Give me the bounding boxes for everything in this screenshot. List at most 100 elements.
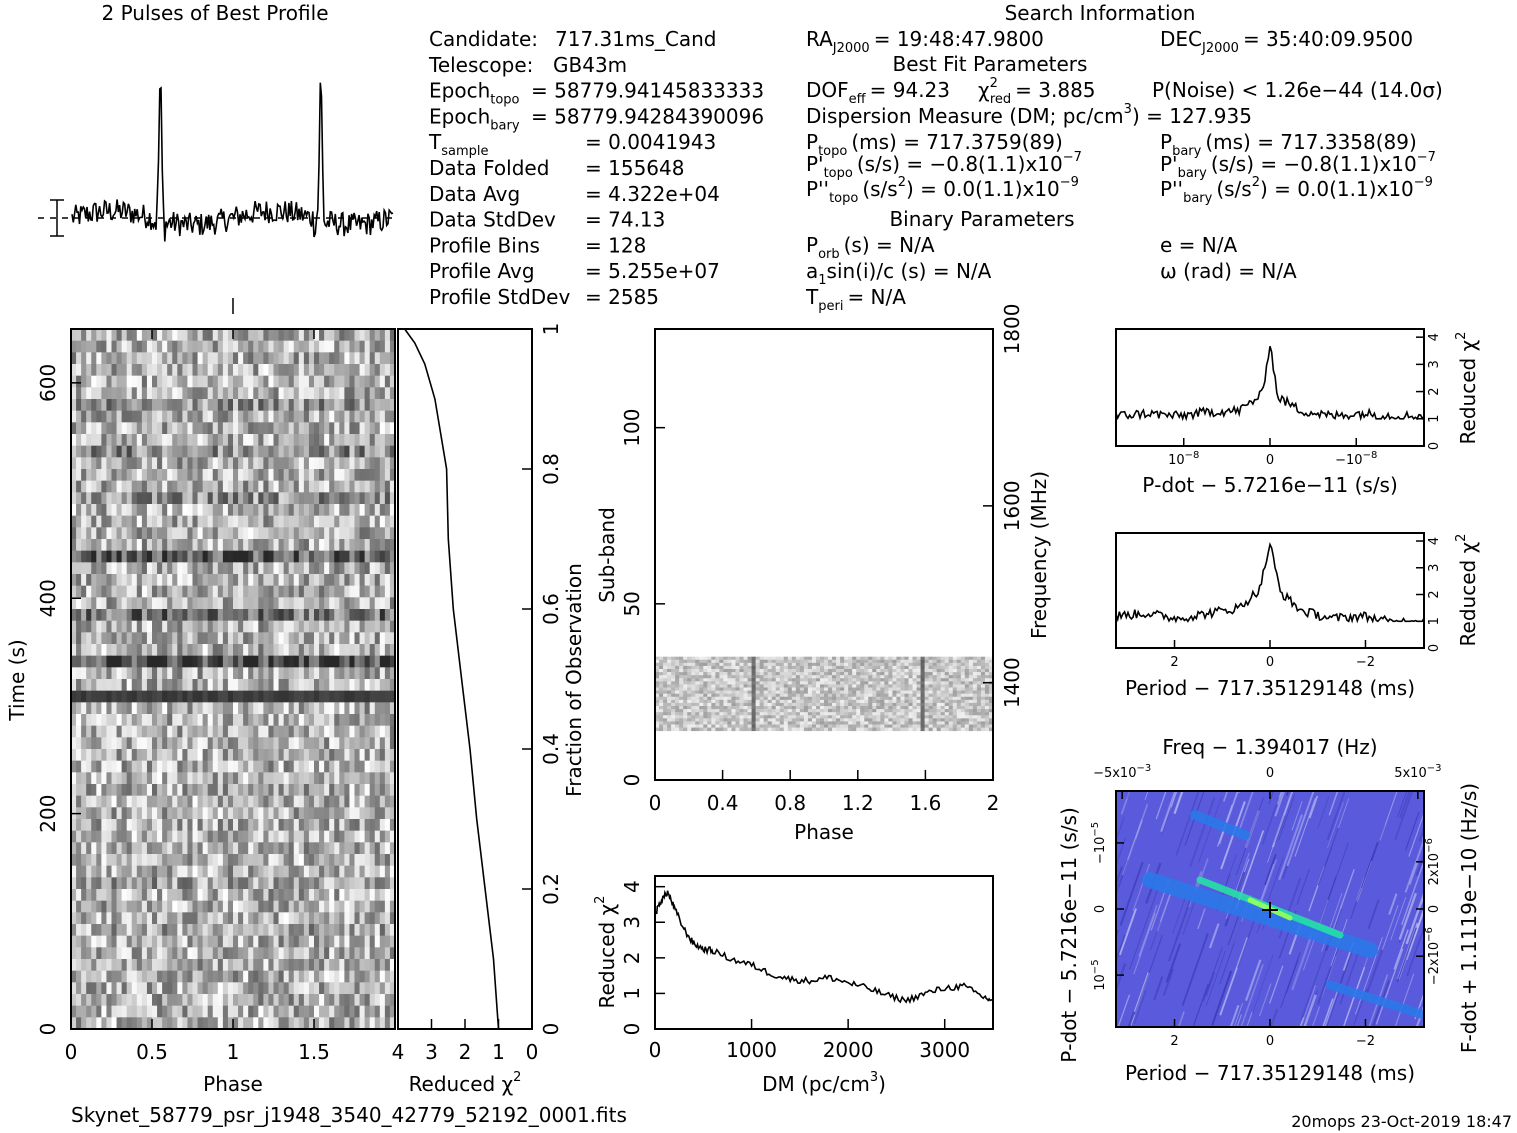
subband-cell <box>735 690 740 695</box>
time-phase-cell <box>116 842 123 855</box>
subband-cell <box>976 669 982 673</box>
time-phase-cell <box>344 504 350 517</box>
info-label-1: Telescope: <box>428 53 533 77</box>
time-phase-cell <box>238 352 244 365</box>
time-phase-cell <box>111 667 118 680</box>
time-phase-cell <box>217 329 224 342</box>
time-phase-cell <box>177 574 183 587</box>
time-phase-cell <box>202 399 209 412</box>
subband-cell <box>791 672 797 676</box>
time-phase-cell <box>177 644 183 657</box>
subband-cell <box>904 665 909 670</box>
time-phase-cell <box>293 434 300 447</box>
time-phase-cell <box>121 819 128 832</box>
time-phase-cell <box>222 504 229 517</box>
time-phase-cell <box>207 422 214 435</box>
time-phase-cell <box>217 410 224 423</box>
subband-cell <box>912 659 917 664</box>
time-phase-cell <box>293 702 300 715</box>
time-phase-cell <box>111 562 118 575</box>
subband-cell <box>960 675 966 679</box>
time-phase-cell <box>167 515 173 528</box>
time-phase-cell <box>152 539 158 552</box>
time-phase-cell <box>91 947 97 960</box>
time-phase-cell <box>81 690 87 703</box>
time-phase-cell <box>86 457 92 470</box>
subband-cell <box>655 665 660 670</box>
time-phase-cell <box>359 690 366 703</box>
subband-cell <box>703 693 708 698</box>
redchi-tick-label: 2 <box>459 1040 472 1064</box>
time-phase-cell <box>349 679 355 692</box>
subband-cell <box>795 665 801 670</box>
time-phase-cell <box>162 632 168 645</box>
time-phase-cell <box>238 644 244 657</box>
time-phase-cell <box>319 877 325 890</box>
time-phase-cell <box>273 760 280 773</box>
subband-cell <box>727 659 732 664</box>
time-phase-cell <box>162 760 168 773</box>
time-phase-cell <box>207 924 214 937</box>
time-phase-cell <box>339 504 345 517</box>
time-phase-cell <box>217 387 224 400</box>
time-phase-cell <box>298 655 305 668</box>
subband-cell <box>723 662 728 667</box>
time-phase-cell <box>202 562 209 575</box>
time-phase-cell <box>227 865 234 878</box>
time-phase-cell <box>207 527 214 540</box>
time-phase-cell <box>233 399 239 412</box>
subband-cell <box>715 672 720 676</box>
time-phase-cell <box>131 1005 138 1018</box>
time-phase-cell <box>293 900 300 913</box>
time-phase-cell <box>86 609 92 622</box>
time-phase-cell <box>227 935 234 948</box>
time-phase-cell <box>86 340 92 353</box>
time-phase-cell <box>207 772 214 785</box>
subband-cell <box>884 669 889 673</box>
time-phase-cell <box>354 492 361 505</box>
time-phase-cell <box>111 970 118 983</box>
time-phase-cell <box>116 912 123 925</box>
subband-cell <box>924 675 930 679</box>
time-phase-cell <box>384 982 391 995</box>
subband-cell <box>707 681 712 685</box>
time-phase-cell <box>212 469 219 482</box>
time-phase-cell <box>359 434 366 447</box>
subband-cell <box>759 656 765 661</box>
subband-cell <box>984 678 990 682</box>
subband-cell <box>980 675 986 679</box>
subband-cell <box>952 669 958 673</box>
time-phase-cell <box>81 725 87 738</box>
time-phase-cell <box>152 877 158 890</box>
subband-cell <box>659 684 664 688</box>
time-phase-cell <box>329 387 335 400</box>
subband-cell <box>836 669 841 673</box>
time-phase-cell <box>227 807 234 820</box>
time-phase-cell <box>293 970 300 983</box>
time-phase-cell <box>243 702 249 715</box>
time-phase-cell <box>86 772 92 785</box>
subband-cell <box>659 675 664 679</box>
time-phase-cell <box>101 399 107 412</box>
time-phase-cell <box>263 772 269 785</box>
subband-cell <box>815 662 821 667</box>
time-phase-cell <box>258 877 264 890</box>
time-phase-cell <box>238 364 244 377</box>
time-phase-cell <box>298 784 305 797</box>
time-phase-cell <box>217 807 224 820</box>
time-phase-cell <box>268 877 274 890</box>
time-phase-cell <box>187 667 193 680</box>
time-phase-cell <box>172 959 178 972</box>
time-phase-cell <box>126 889 133 902</box>
subband-cell <box>956 672 962 676</box>
time-phase-cell <box>207 609 214 622</box>
time-phase-cell <box>359 819 366 832</box>
time-phase-cell <box>349 842 355 855</box>
time-phase-cell <box>369 807 376 820</box>
time-phase-cell <box>212 690 219 703</box>
time-phase-cell <box>364 690 371 703</box>
subband-cell <box>952 656 958 661</box>
time-phase-cell <box>76 364 82 377</box>
time-phase-cell <box>384 865 391 878</box>
time-phase-cell <box>141 515 148 528</box>
